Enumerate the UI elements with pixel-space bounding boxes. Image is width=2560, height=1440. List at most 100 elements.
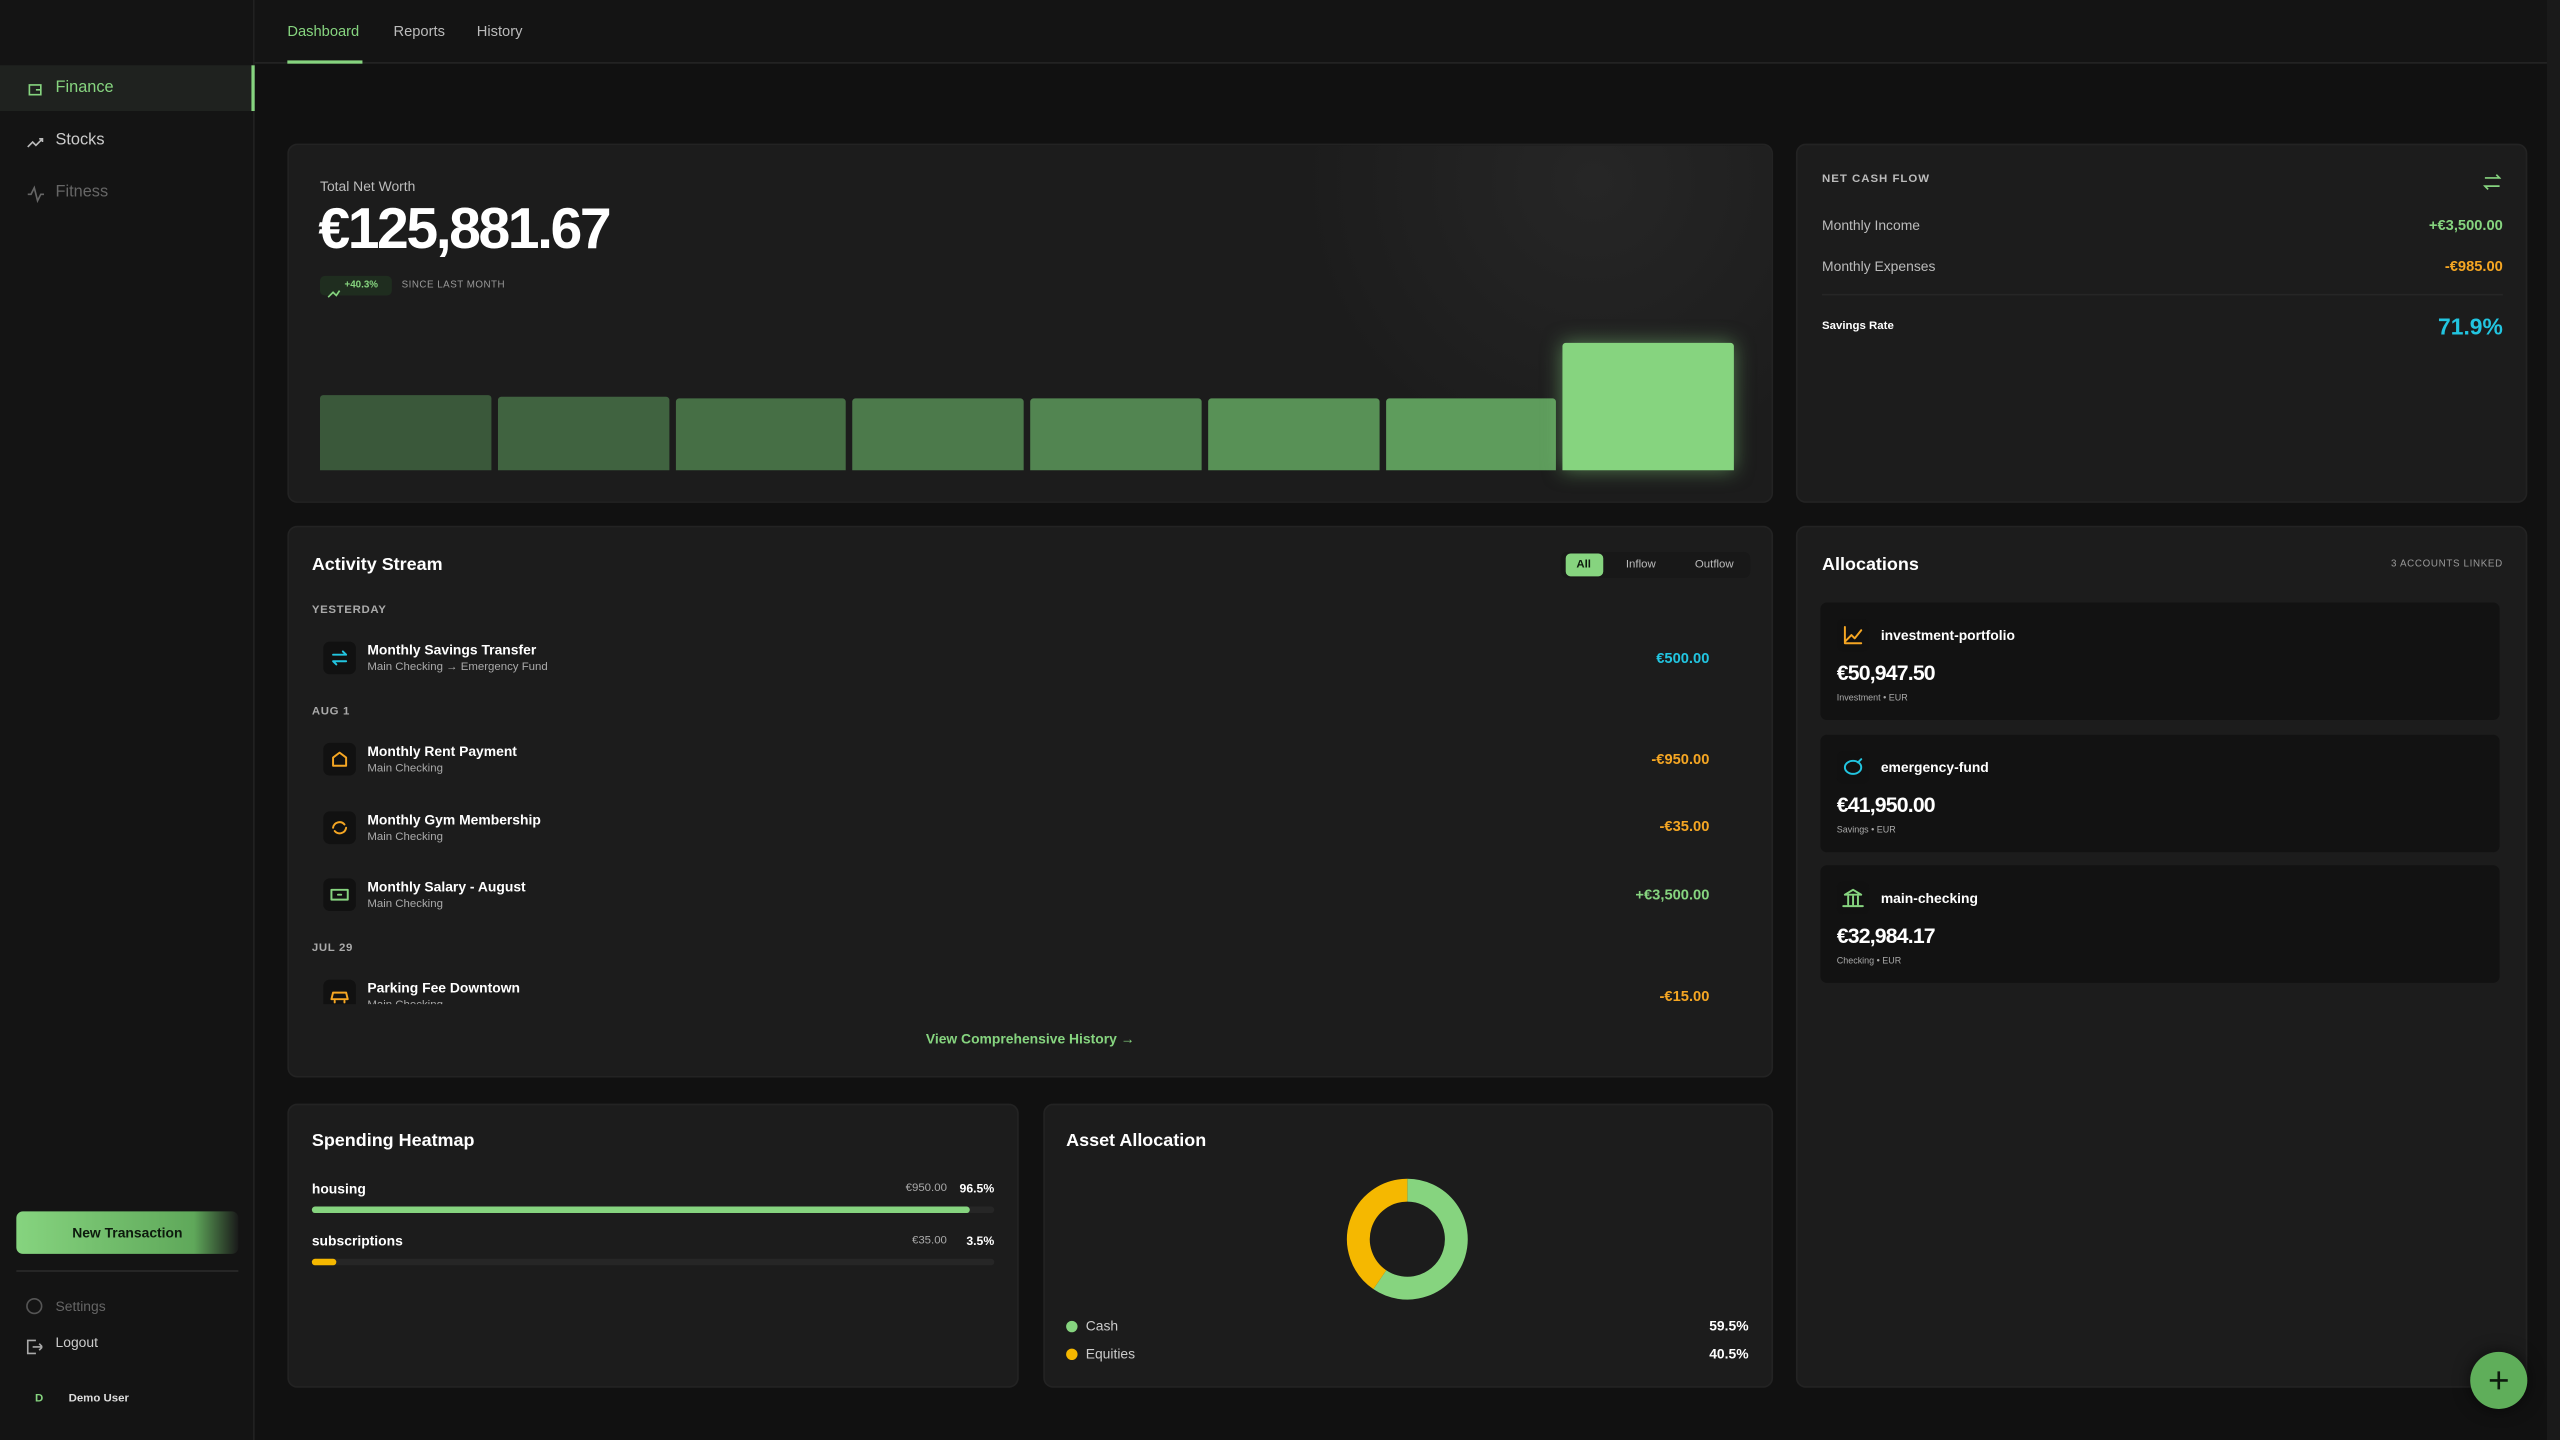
icon-glyph xyxy=(332,650,348,666)
transaction-amount: +€3,500.00 xyxy=(1635,885,1710,903)
cash-flow-value: +€3,500.00 xyxy=(2428,217,2503,234)
heatmap-title: Spending Heatmap xyxy=(311,1131,475,1152)
icon xyxy=(323,641,356,675)
sidebar-item[interactable]: Finance xyxy=(55,79,114,98)
activity-card xyxy=(287,525,1774,1078)
account-meta: Savings • EUR xyxy=(1836,825,1896,836)
sidebar-settings[interactable]: Settings xyxy=(55,1297,106,1315)
icon xyxy=(1836,881,1870,915)
sidebar-icon xyxy=(24,183,45,204)
transaction-title[interactable]: Monthly Rent Payment xyxy=(367,742,517,760)
progress-fill xyxy=(311,1258,336,1266)
icon-glyph xyxy=(26,1339,44,1355)
top-nav xyxy=(254,0,2560,64)
transaction-amount: -€15.00 xyxy=(1659,986,1710,1004)
history-link[interactable]: View Comprehensive History → xyxy=(925,1030,1135,1047)
legend-value: 59.5% xyxy=(1709,1317,1749,1334)
donut-slice xyxy=(1346,1178,1408,1290)
filter[interactable]: Outflow xyxy=(1694,559,1734,571)
progress-track xyxy=(311,1258,995,1266)
transaction-subtitle: Main Checking xyxy=(367,898,443,911)
asset-card xyxy=(1043,1103,1774,1388)
icon-glyph xyxy=(28,84,42,96)
cash-flow-card xyxy=(1795,143,2528,503)
cash-flow-title: NET CASH FLOW xyxy=(1822,173,1931,186)
account-name: main-checking xyxy=(1880,889,1979,907)
tab-underline xyxy=(287,60,363,64)
nav-tab[interactable]: Dashboard xyxy=(287,22,360,40)
progress-fill xyxy=(311,1206,971,1214)
legend-dot xyxy=(1066,1319,1078,1332)
icon-glyph xyxy=(330,991,349,1004)
icon xyxy=(323,878,356,912)
change-badge xyxy=(319,275,392,296)
divider xyxy=(16,1270,239,1272)
activity-title: Activity Stream xyxy=(311,555,443,575)
icon xyxy=(323,742,356,776)
nav-tab[interactable]: History xyxy=(476,22,523,40)
icon xyxy=(323,810,356,844)
cash-divider xyxy=(1822,293,2503,296)
transaction-title[interactable]: Monthly Gym Membership xyxy=(367,810,541,827)
icon xyxy=(323,979,356,1005)
icon xyxy=(1836,750,1870,783)
sidebar-item[interactable]: Fitness xyxy=(55,183,109,202)
category-amount: €35.00 xyxy=(911,1235,947,1247)
account-name: emergency-fund xyxy=(1880,758,1989,775)
change-icon xyxy=(327,279,342,298)
donut-slice xyxy=(1373,1178,1468,1300)
cash-flow-label: Monthly Income xyxy=(1822,217,1920,234)
category-name: subscriptions xyxy=(311,1232,403,1249)
transaction-title[interactable]: Parking Fee Downtown xyxy=(367,979,521,996)
change-value: +40.3% xyxy=(344,280,379,291)
savings-label: Savings Rate xyxy=(1822,320,1894,333)
icon-glyph xyxy=(332,751,348,767)
transaction-title[interactable]: Monthly Salary - August xyxy=(367,878,526,895)
icon-glyph xyxy=(327,290,341,298)
trend-bar xyxy=(1030,398,1202,471)
allocations-title: Allocations xyxy=(1822,555,1919,575)
transaction-amount: €500.00 xyxy=(1656,648,1710,666)
transaction-title[interactable]: Monthly Savings Transfer xyxy=(367,641,537,658)
icon-glyph xyxy=(27,137,44,148)
heatmap-card xyxy=(287,1103,1019,1388)
sidebar-icon xyxy=(24,78,44,98)
transaction-subtitle: Main Checking xyxy=(367,1000,443,1004)
account-card[interactable] xyxy=(1820,865,2500,983)
icon-glyph xyxy=(330,888,349,901)
sidebar-logout[interactable]: Logout xyxy=(55,1333,98,1351)
account-card[interactable] xyxy=(1820,733,2500,852)
scrollbar xyxy=(2546,0,2560,1440)
legend-dot xyxy=(1066,1347,1078,1360)
legend-name: Equities xyxy=(1085,1345,1136,1362)
account-balance: €50,947.50 xyxy=(1836,660,1936,685)
account-balance: €32,984.17 xyxy=(1836,923,1936,948)
filter-active xyxy=(1565,553,1604,577)
settings-icon xyxy=(26,1297,43,1315)
cash-flow-icon[interactable] xyxy=(2482,170,2502,190)
icon-glyph xyxy=(1842,888,1864,908)
account-meta: Checking • EUR xyxy=(1836,956,1902,967)
new-transaction-button[interactable]: New Transaction xyxy=(16,1211,239,1254)
nav-active[interactable] xyxy=(0,65,255,112)
account-card[interactable] xyxy=(1820,602,2500,720)
legend-name: Cash xyxy=(1085,1317,1119,1334)
account-meta: Investment • EUR xyxy=(1836,693,1908,704)
trend-bar xyxy=(1207,398,1379,471)
net-worth-value: €125,881.67 xyxy=(318,197,611,262)
date-label: YESTERDAY xyxy=(311,604,387,617)
change-note: SINCE LAST MONTH xyxy=(401,280,506,291)
icon-glyph xyxy=(1843,625,1863,645)
add-button[interactable] xyxy=(2470,1351,2528,1409)
logout-icon xyxy=(26,1334,44,1355)
date-label: JUL 29 xyxy=(311,942,354,955)
icon-glyph xyxy=(2489,1371,2508,1390)
transaction-subtitle: Main Checking xyxy=(367,831,443,843)
filter[interactable]: All xyxy=(1576,559,1591,571)
nav-tab[interactable]: Reports xyxy=(393,22,445,40)
user-name: Demo User xyxy=(68,1393,129,1405)
filter[interactable]: Inflow xyxy=(1625,559,1656,571)
sidebar-item[interactable]: Stocks xyxy=(55,131,105,150)
account-balance: €41,950.00 xyxy=(1836,791,1936,817)
